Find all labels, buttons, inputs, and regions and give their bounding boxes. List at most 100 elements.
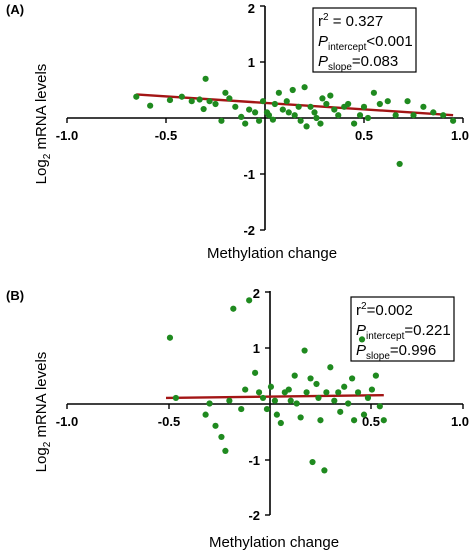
- panel-b-data-point: [301, 347, 308, 354]
- panel-a-data-point: [246, 106, 253, 113]
- panel-a-marks: [133, 75, 457, 168]
- panel-b-data-point: [321, 467, 328, 474]
- panel-b-data-point: [271, 397, 278, 404]
- panel-a-data-point: [218, 117, 225, 124]
- panel-b-x-tick-label: -1.0: [56, 414, 78, 429]
- panel-b-data-point: [166, 334, 174, 341]
- panel-b-data-point: [263, 405, 271, 413]
- panel-b-y-tick-label: 2: [253, 286, 260, 301]
- panel-a-r2: r2 = 0.327: [318, 12, 383, 30]
- panel-a-data-point: [283, 98, 290, 105]
- panel-b-regression-line: [165, 393, 384, 400]
- panel-b-data-point: [309, 458, 316, 466]
- panel-a-data-point: [345, 100, 352, 108]
- panel-b-data-point: [345, 400, 352, 407]
- panel-a-data-point: [252, 109, 259, 116]
- panel-b-y-tick-label: -1: [248, 453, 260, 468]
- panel-b-data-point: [293, 400, 300, 407]
- panel-b-data-point: [222, 447, 229, 454]
- panel-b-data-point: [277, 419, 284, 427]
- panel-a-data-point: [271, 100, 278, 108]
- panel-a-regression-line: [136, 93, 454, 117]
- panel-a-data-point: [450, 117, 457, 124]
- panel-b-y-axis-title: Log2 mRNA levels: [33, 352, 53, 473]
- panel-a-data-point: [440, 112, 447, 119]
- panel-a-data-point: [147, 102, 154, 109]
- panel-a-data-point: [206, 98, 213, 105]
- panel-a-data-point: [404, 98, 411, 105]
- panel-a-data-point: [319, 95, 326, 102]
- panel-a-y-tick-label: -1: [243, 167, 255, 182]
- panel-a-y-tick-label: 2: [248, 1, 255, 16]
- panel-b-data-point: [303, 389, 310, 396]
- panel-b-data-point: [335, 389, 342, 396]
- panel-a-stats-box: [312, 7, 417, 73]
- panel-a-data-point: [327, 92, 334, 99]
- panel-b-data-point: [349, 375, 356, 382]
- panel-a-data-point: [178, 93, 185, 100]
- panel-b-p-slope: Pslope=0.996: [356, 342, 436, 362]
- panel-b-data-point: [351, 417, 358, 424]
- panel-a-data-point: [356, 112, 364, 119]
- panel-a-data-point: [222, 89, 229, 96]
- panel-b-x-tick-label: 1.0: [451, 414, 469, 429]
- panel-b-data-point: [364, 394, 372, 402]
- panel-b-data-point: [273, 411, 280, 418]
- panel-b-data-point: [238, 405, 245, 413]
- panel-b-data-point: [246, 297, 253, 304]
- panel-a-data-point: [200, 105, 207, 113]
- panel-a-y-tick-label: -2: [243, 223, 255, 238]
- panel-b-data-point: [376, 403, 383, 410]
- panel-a-data-point: [317, 120, 324, 127]
- panel-a-data-point: [295, 103, 302, 110]
- panel-b-r2: r2=0.002: [356, 301, 413, 319]
- panel-a-data-point: [238, 113, 245, 120]
- panel-a-data-point: [313, 114, 320, 122]
- panel-a-x-tick-label: -1.0: [56, 128, 78, 143]
- panel-a-x-tick-label: 1.0: [451, 128, 469, 143]
- panel-b-data-point: [354, 389, 362, 396]
- panel-a-data-point: [384, 98, 391, 105]
- panel-b-data-point: [291, 372, 298, 379]
- panel-b-data-point: [218, 433, 225, 441]
- panel-b-data-point: [315, 394, 322, 402]
- panel-a-data-point: [202, 75, 209, 82]
- panel-b-data-point: [372, 372, 379, 379]
- panel-b-data-point: [212, 422, 219, 429]
- panel-b-data-point: [297, 414, 304, 421]
- panel-b-x-tick-label: 0.5: [362, 414, 380, 429]
- panel-b-data-point: [327, 364, 334, 371]
- panel-a-data-point: [196, 96, 203, 103]
- panel-a-data-point: [364, 114, 372, 122]
- panel-a-data-point: [275, 89, 282, 96]
- panel-b-data-point: [331, 397, 338, 404]
- panel-b-data-point: [341, 383, 348, 390]
- panel-b-y-tick-label: -2: [248, 508, 260, 523]
- panel-a-data-point: [430, 109, 437, 116]
- panel-a-data-point: [297, 117, 304, 124]
- panel-a-data-point: [265, 112, 273, 119]
- panel-a-data-point: [285, 109, 292, 116]
- panel-a-data-point: [279, 106, 286, 113]
- panel-a-x-tick-label: -0.5: [155, 128, 177, 143]
- panel-a-data-point: [396, 160, 403, 168]
- panel-b-data-point: [317, 417, 324, 424]
- panel-b-data-point: [368, 386, 376, 393]
- panel-a-data-point: [133, 93, 140, 100]
- panel-b-data-point: [255, 389, 263, 396]
- panel-b-data-point: [358, 336, 366, 343]
- panel-b-data-point: [380, 417, 387, 424]
- panel-b-label: (B): [6, 288, 24, 303]
- panel-b-data-point: [323, 389, 330, 396]
- panel-a-data-point: [311, 109, 318, 116]
- panel-b: (B) -1.0 -0.5 0.5 1.0 2 1 -1 -2 Log2 mRN…: [6, 286, 469, 551]
- panel-a-data-point: [166, 96, 174, 104]
- panel-b-data-point: [307, 375, 314, 382]
- panel-a-x-tick-label: 0.5: [355, 128, 373, 143]
- panel-b-data-point: [206, 400, 213, 407]
- panel-a-p-slope: Pslope=0.083: [318, 53, 398, 73]
- panel-a-data-point: [269, 116, 277, 123]
- panel-a-x-axis-title: Methylation change: [207, 245, 337, 262]
- panel-a-data-point: [301, 84, 308, 91]
- panel-a-data-point: [335, 112, 342, 119]
